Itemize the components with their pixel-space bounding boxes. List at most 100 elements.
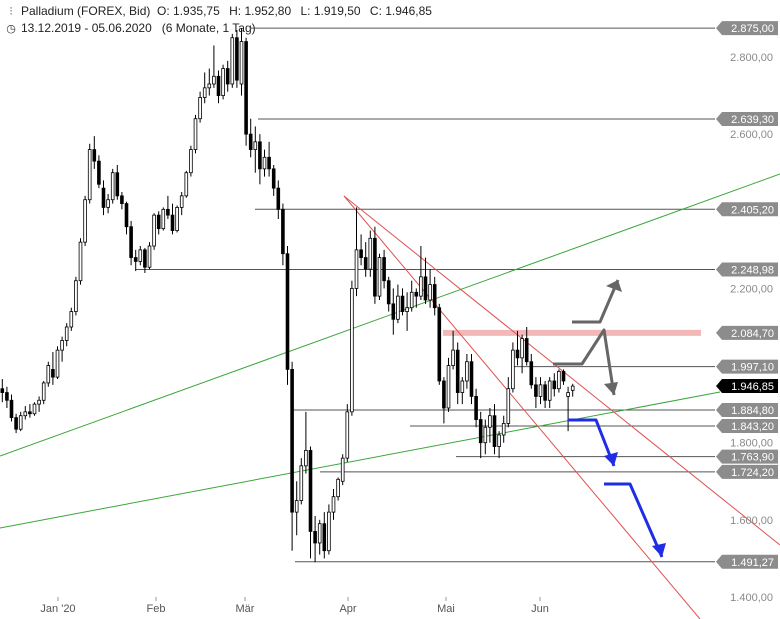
candle-body-down: [313, 531, 317, 544]
x-tick-label: Jan '20: [40, 603, 75, 615]
candle: [41, 380, 46, 405]
x-tick-label: Mär: [236, 603, 255, 615]
candle-body-down: [423, 276, 428, 301]
candle: [129, 220, 133, 266]
candle-body-up: [336, 478, 340, 498]
candle: [143, 247, 147, 273]
candle-body-up: [451, 349, 455, 366]
candle-body-up: [83, 199, 87, 243]
candle: [97, 155, 101, 189]
price-label-text: 1.843,20: [731, 421, 774, 433]
candle-body-up: [350, 288, 354, 413]
candle: [538, 377, 543, 405]
candle-body-down: [529, 361, 534, 386]
candle: [37, 396, 41, 412]
instrument-name: Palladium (FOREX, Bid): [21, 4, 151, 18]
candle: [156, 211, 161, 235]
candle: [506, 377, 511, 428]
y-tick-label: 2.200,00: [730, 283, 773, 295]
price-label-tag: [716, 402, 778, 417]
candle-body-up: [557, 370, 561, 390]
candle-body-down: [28, 411, 32, 415]
candle-body-up: [32, 403, 37, 415]
candle: [317, 519, 322, 555]
candle: [386, 276, 391, 312]
candle: [5, 386, 9, 408]
candle: [285, 245, 290, 385]
price-label: 1.997,10: [716, 359, 778, 374]
price-label: 1.946,85: [716, 379, 778, 394]
candle-body-down: [124, 203, 129, 228]
price-label-text: 1.724,20: [731, 467, 774, 479]
header-row-range: ◷ 13.12.2019 - 05.06.2020 (6 Monate, 1 Ta…: [4, 20, 438, 37]
candle: [78, 238, 83, 285]
candle-body-up: [460, 380, 465, 393]
candle-body-up: [294, 500, 299, 513]
candle: [175, 205, 179, 233]
candle-body-down: [281, 208, 285, 255]
candle-body-up: [207, 83, 212, 89]
candle-body-down: [225, 68, 230, 85]
candle-body-down: [92, 149, 97, 162]
candle: [304, 411, 308, 474]
candle: [520, 334, 524, 374]
candle: [184, 170, 189, 198]
candle-body-up: [193, 118, 198, 150]
candle: [216, 70, 221, 104]
candle-body-up: [262, 156, 267, 170]
candle-body-up: [304, 450, 308, 467]
candle-body-down: [51, 369, 55, 378]
candle: [428, 269, 432, 308]
price-label-tag: [716, 464, 778, 479]
candle-body-down: [391, 303, 396, 320]
arrow-shaft: [604, 482, 664, 558]
candle-body-up: [46, 365, 51, 384]
candle: [202, 72, 207, 104]
trendline-red: [343, 195, 701, 619]
candle-body-up: [566, 392, 570, 397]
candle-body-up: [60, 340, 64, 351]
candle: [193, 114, 198, 154]
candle: [354, 207, 359, 297]
candle-body-down: [469, 361, 474, 397]
price-label-tag: [716, 21, 778, 36]
scenario-arrows-layer: [553, 279, 666, 558]
candle-body-down: [363, 257, 368, 270]
candle-body-up: [189, 149, 193, 174]
open-value: O: 1.935,75: [157, 4, 220, 18]
resistance-zone-layer: [443, 329, 701, 336]
candle-body-down: [437, 307, 442, 382]
candle-body-up: [184, 172, 189, 197]
candle: [478, 411, 483, 459]
candle-body-up: [538, 384, 543, 397]
arrow-head: [604, 382, 618, 395]
candle: [455, 342, 460, 405]
candle: [9, 394, 14, 422]
candle: [460, 377, 465, 405]
candle-body-up: [23, 411, 28, 417]
candle-body-up: [212, 75, 216, 85]
candle: [244, 37, 248, 146]
candle: [18, 411, 23, 432]
candle-body-up: [368, 237, 373, 270]
candle-body-down: [515, 349, 520, 359]
candle: [138, 245, 143, 266]
candle: [570, 383, 575, 397]
candle-body-down: [492, 415, 497, 447]
candle-body-up: [419, 276, 423, 297]
candle: [345, 404, 350, 462]
trendline-red: [343, 195, 780, 546]
candle: [534, 377, 538, 408]
candles-layer: [0, 28, 575, 563]
price-label-text: 2.405,20: [731, 204, 774, 216]
candle-body-down: [244, 41, 248, 135]
candle: [23, 406, 28, 420]
price-label: 1.843,20: [716, 419, 778, 434]
price-label: 2.084,70: [716, 325, 778, 340]
price-label-tag: [716, 419, 778, 434]
price-label-text: 2.639,30: [731, 114, 774, 126]
candle: [14, 413, 18, 434]
candle: [32, 402, 37, 416]
candle: [405, 292, 409, 331]
candle: [161, 207, 166, 231]
